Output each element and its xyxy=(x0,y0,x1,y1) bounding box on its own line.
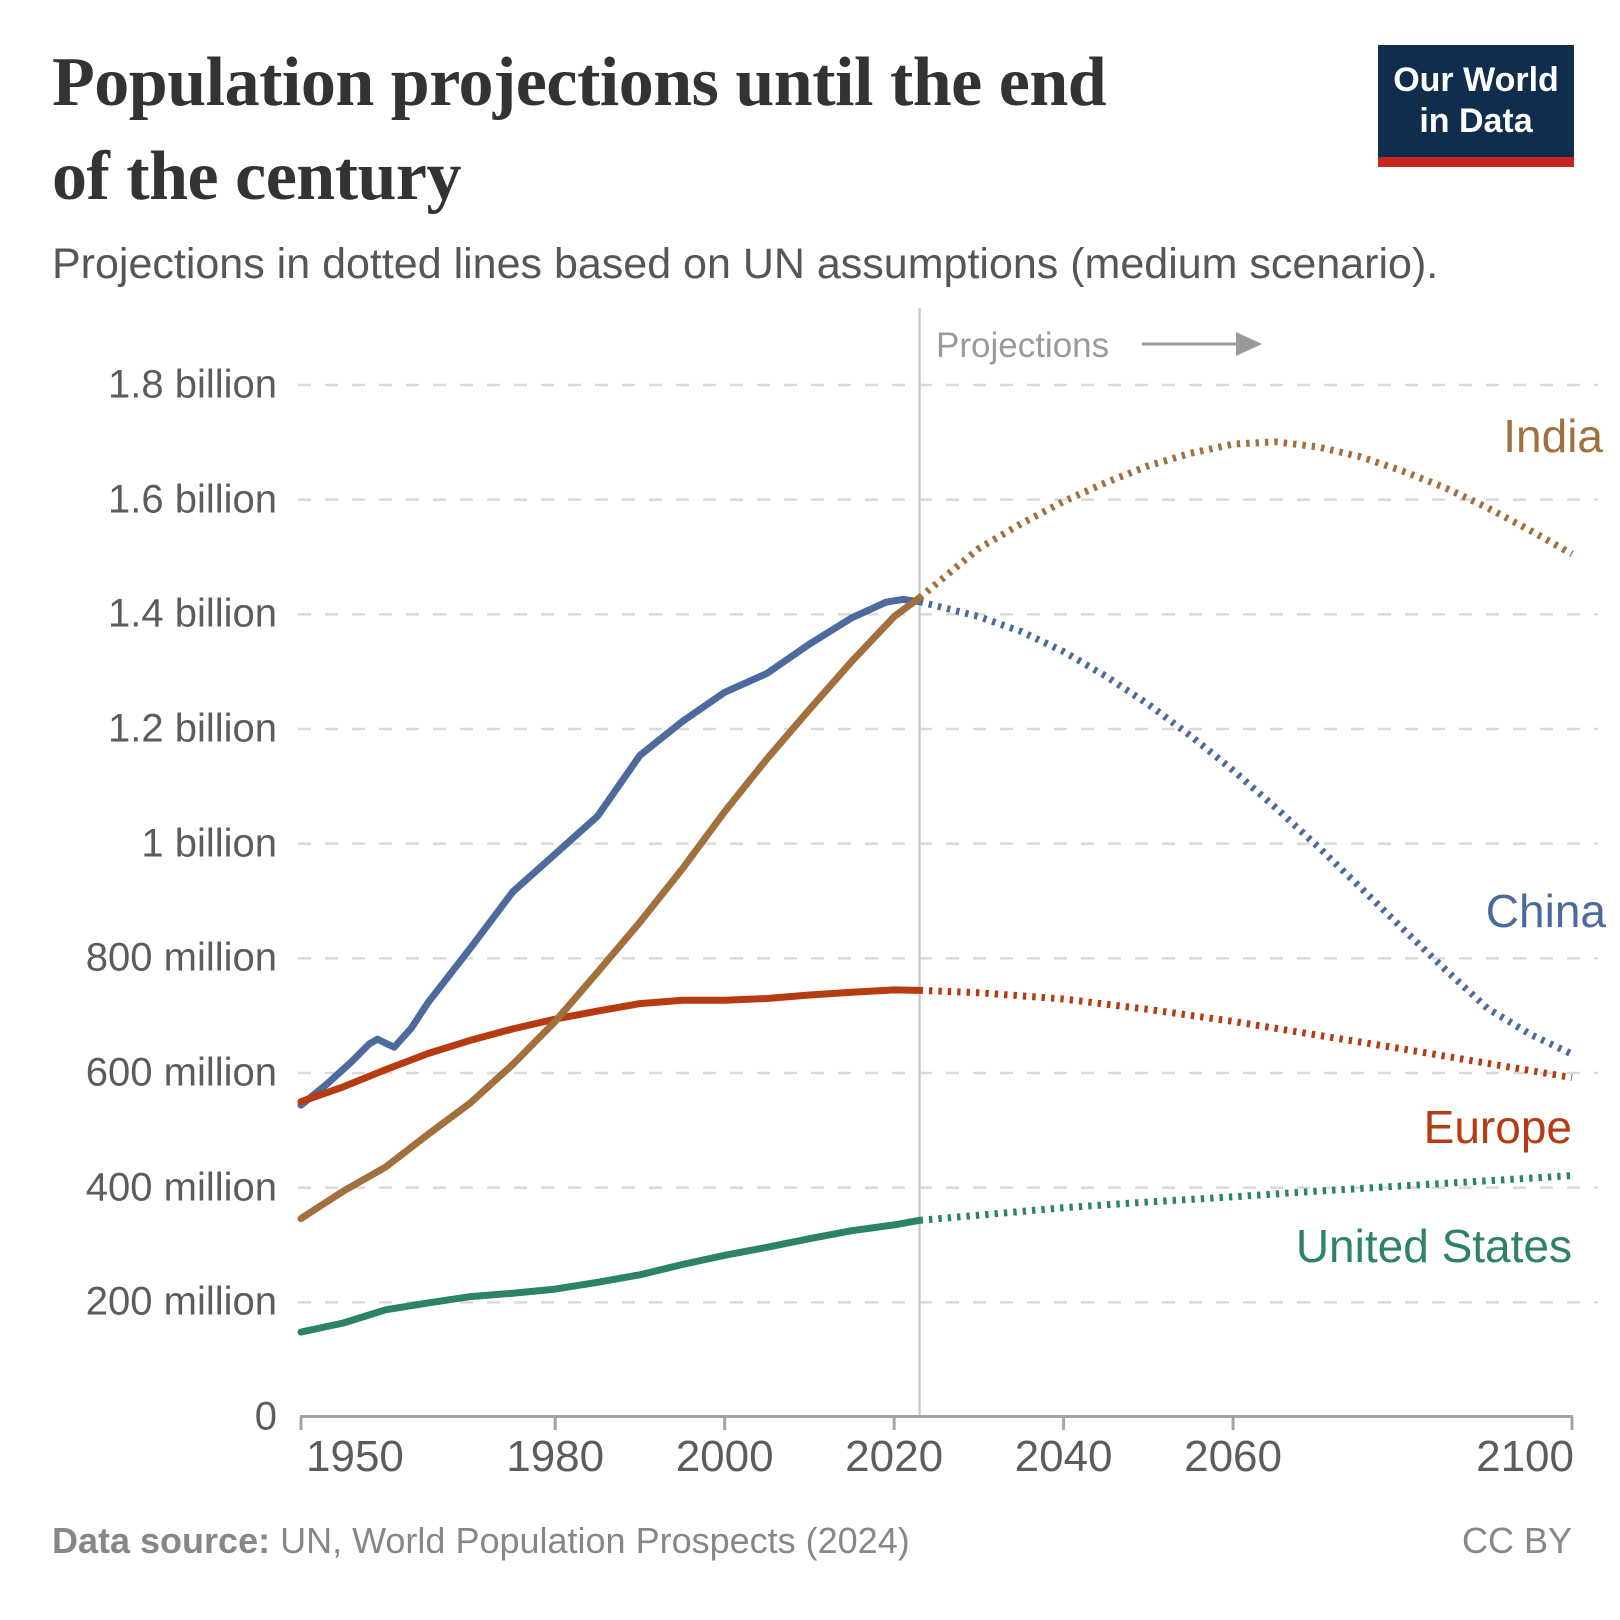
line-projection-india xyxy=(917,438,1574,601)
chart-subtitle: Projections in dotted lines based on UN … xyxy=(52,240,1439,288)
line-projection-europe xyxy=(919,986,1573,1082)
y-axis-tick-label: 600 million xyxy=(85,1050,277,1095)
series-label-europe: Europe xyxy=(1423,1101,1572,1153)
x-axis-tick-label: 2100 xyxy=(1476,1432,1574,1481)
y-axis-tick-label: 400 million xyxy=(85,1165,277,1210)
data-source-prefix: Data source: xyxy=(52,1520,271,1561)
y-axis-tick-label: 1.6 billion xyxy=(107,477,277,522)
y-axis-tick-label: 0 xyxy=(254,1394,277,1439)
x-axis-tick-label: 1980 xyxy=(506,1432,605,1481)
page-title-line-1: Population projections until the end xyxy=(52,44,1107,121)
series-label-united-states: United States xyxy=(1295,1220,1572,1272)
y-axis-tick-label: 1.4 billion xyxy=(107,591,277,636)
line-projection-united-states xyxy=(919,1172,1573,1224)
series-label-china: China xyxy=(1485,885,1606,937)
projections-annotation: Projections xyxy=(936,326,1110,365)
x-axis-tick-label: 2040 xyxy=(1014,1432,1113,1481)
x-axis-tick-label: 2060 xyxy=(1184,1432,1283,1481)
line-historical-china xyxy=(297,595,924,1109)
y-axis-tick-label: 200 million xyxy=(85,1279,277,1324)
x-axis-tick-label: 2000 xyxy=(675,1432,774,1481)
line-historical-united-states xyxy=(297,1216,924,1336)
y-axis-tick-label: 1 billion xyxy=(141,821,277,866)
page-title-line-2: of the century xyxy=(52,138,462,215)
line-historical-europe xyxy=(297,986,924,1106)
y-axis-tick-label: 1.8 billion xyxy=(107,362,277,407)
line-projection-china xyxy=(918,598,1574,1058)
x-axis-tick-label: 1950 xyxy=(306,1432,404,1481)
x-axis-tick-label: 2020 xyxy=(845,1432,944,1481)
data-source-note: Data source: UN, World Population Prospe… xyxy=(52,1520,910,1562)
y-axis-tick-label: 800 million xyxy=(85,935,277,980)
series-label-india: India xyxy=(1503,410,1603,462)
projections-arrow-head xyxy=(1236,332,1262,356)
owid-logo[interactable]: Our World in Data xyxy=(1378,45,1574,167)
data-source-text: UN, World Population Prospects (2024) xyxy=(270,1520,910,1561)
page-title: Population projections until the end of … xyxy=(52,36,1107,224)
line-historical-india xyxy=(297,594,924,1223)
y-axis-tick-label: 1.2 billion xyxy=(107,706,277,751)
owid-logo-line-2: in Data xyxy=(1419,102,1533,140)
license-link[interactable]: CC BY xyxy=(1461,1520,1572,1561)
owid-logo-line-1: Our World xyxy=(1393,61,1559,99)
